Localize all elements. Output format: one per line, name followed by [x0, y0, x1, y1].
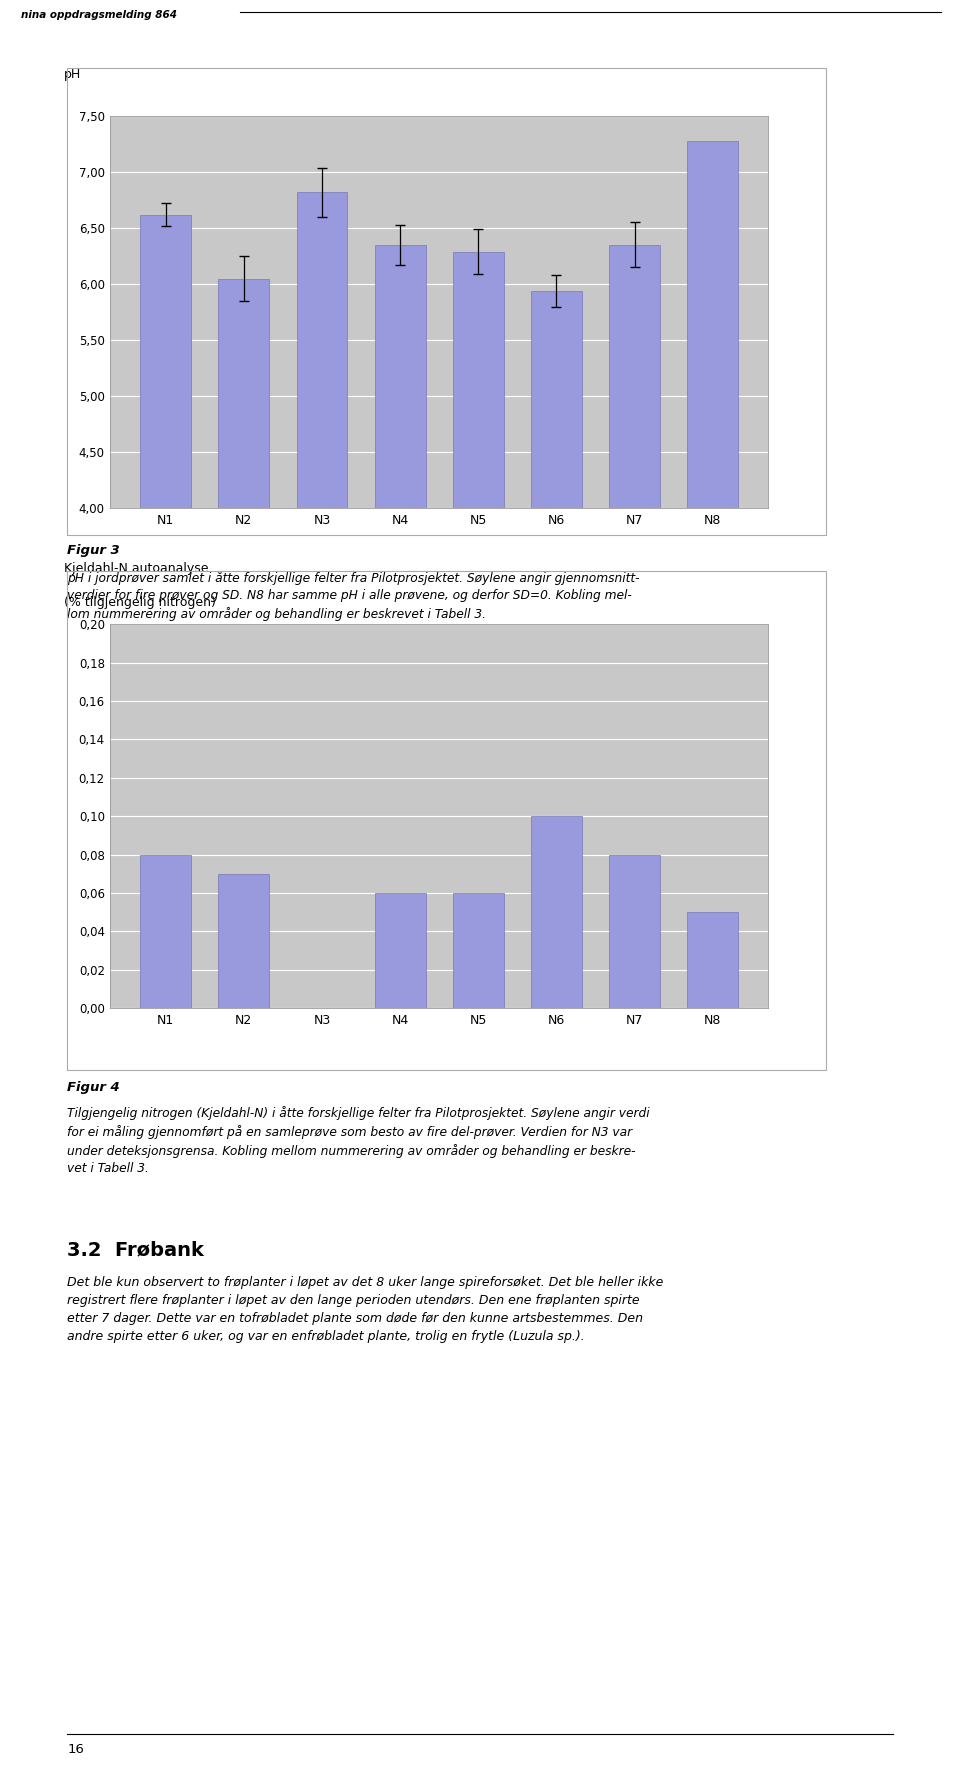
Bar — [219, 874, 269, 1008]
Text: 16: 16 — [67, 1743, 84, 1755]
Text: nina oppdragsmelding 864: nina oppdragsmelding 864 — [21, 9, 177, 20]
Bar — [219, 278, 269, 508]
Bar — [453, 892, 504, 1008]
Text: Kjeldahl-N autoanalyse: Kjeldahl-N autoanalyse — [64, 562, 209, 574]
Bar — [531, 291, 582, 508]
Bar — [610, 244, 660, 508]
Text: pH i jordprøver samlet i åtte forskjellige felter fra Pilotprosjektet. Søylene a: pH i jordprøver samlet i åtte forskjelli… — [67, 571, 639, 621]
Text: 3.2  Frøbank: 3.2 Frøbank — [67, 1240, 204, 1260]
Bar — [374, 892, 425, 1008]
Bar — [453, 252, 504, 508]
Text: (% tilgjengelig nitrogen): (% tilgjengelig nitrogen) — [64, 596, 216, 608]
Bar — [610, 855, 660, 1008]
Text: Figur 3: Figur 3 — [67, 544, 120, 557]
Bar — [687, 912, 738, 1008]
Bar — [374, 244, 425, 508]
Text: Tilgjengelig nitrogen (Kjeldahl-N) i åtte forskjellige felter fra Pilotprosjekte: Tilgjengelig nitrogen (Kjeldahl-N) i ått… — [67, 1106, 650, 1176]
Bar — [531, 817, 582, 1008]
Bar — [140, 214, 191, 508]
Bar — [687, 141, 738, 508]
Text: Det ble kun observert to frøplanter i løpet av det 8 uker lange spireforsøket. D: Det ble kun observert to frøplanter i lø… — [67, 1276, 663, 1343]
Text: pH: pH — [64, 68, 82, 80]
Bar — [297, 193, 348, 508]
Text: Figur 4: Figur 4 — [67, 1081, 120, 1094]
Bar — [140, 855, 191, 1008]
